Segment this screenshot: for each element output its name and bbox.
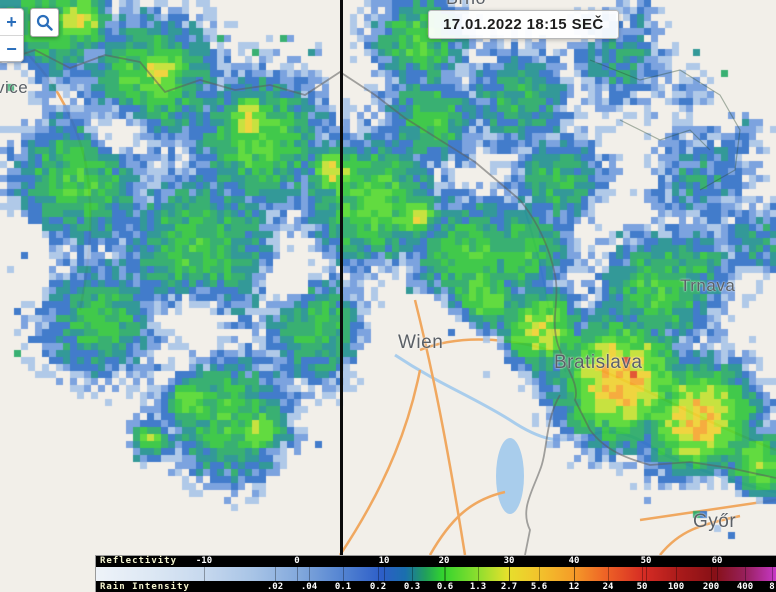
- legend-bar-tick: [297, 567, 298, 581]
- legend-bar-tick: [343, 567, 344, 581]
- comparison-divider[interactable]: [340, 0, 343, 555]
- rain-intensity-scale-strip: Rain Intensity .02 .04 0.1 0.2 0.3 0.6 1.3 2.7 5…: [96, 581, 776, 592]
- reflectivity-tick-0: 0: [294, 556, 300, 566]
- rain-tick-8: 8: [769, 582, 775, 592]
- legend-bar-tick: [646, 567, 647, 581]
- legend-bar-tick: [574, 567, 575, 581]
- reflectivity-tick-10: 10: [378, 556, 390, 566]
- legend-bar-tick: [539, 567, 540, 581]
- city-label-wien: Wien: [398, 332, 444, 353]
- rain-tick-1.3: 1.3: [469, 582, 487, 592]
- reflectivity-tick-50: 50: [640, 556, 652, 566]
- zoom-control: + −: [0, 8, 24, 62]
- reflectivity-label: Reflectivity: [100, 556, 178, 566]
- legend-color-bar: [96, 567, 776, 581]
- reflectivity-tick-40: 40: [568, 556, 580, 566]
- rain-tick-400: 400: [736, 582, 754, 592]
- reflectivity-tick-60: 60: [711, 556, 723, 566]
- rain-tick-200: 200: [702, 582, 720, 592]
- rain-tick-0.3: 0.3: [403, 582, 421, 592]
- rain-tick-5.6: 5.6: [530, 582, 548, 592]
- legend-bar-tick: [309, 567, 310, 581]
- legend-bar-tick: [412, 567, 413, 581]
- rain-tick-0.6: 0.6: [436, 582, 454, 592]
- legend-bar-tick: [676, 567, 677, 581]
- city-label-vice: vice: [0, 78, 29, 97]
- legend: Reflectivity -10 0 10 20 30 40 50 60 Rain Inten…: [95, 555, 776, 592]
- legend-bar-tick: [445, 567, 446, 581]
- rain-tick-0.2: 0.2: [369, 582, 387, 592]
- rain-tick-24: 24: [602, 582, 614, 592]
- rain-tick-100: 100: [667, 582, 685, 592]
- legend-bar-tick: [478, 567, 479, 581]
- legend-bar-tick: [384, 567, 385, 581]
- zoom-in-button[interactable]: +: [0, 9, 23, 35]
- search-icon: [36, 14, 53, 31]
- reflectivity-tick-20: 20: [438, 556, 450, 566]
- rain-intensity-label: Rain Intensity: [100, 582, 190, 592]
- legend-bar-tick: [711, 567, 712, 581]
- timestamp-text: 17.01.2022 18:15 SEČ: [443, 16, 604, 33]
- legend-bar-tick: [772, 567, 773, 581]
- legend-bar-tick: [642, 567, 643, 581]
- legend-bar-tick: [275, 567, 276, 581]
- legend-bar-tick: [574, 567, 575, 581]
- legend-bar-tick: [509, 567, 510, 581]
- legend-bar-tick: [509, 567, 510, 581]
- rain-tick-.04: .04: [300, 582, 318, 592]
- legend-bar-tick: [608, 567, 609, 581]
- rain-tick-.02: .02: [266, 582, 284, 592]
- legend-bar-tick: [204, 567, 205, 581]
- legend-bar-tick: [745, 567, 746, 581]
- city-label-brno: Brno: [446, 0, 486, 9]
- legend-bar-tick: [378, 567, 379, 581]
- timestamp-box: 17.01.2022 18:15 SEČ: [428, 10, 619, 39]
- legend-bar-tick: [717, 567, 718, 581]
- reflectivity-tick--10: -10: [195, 556, 213, 566]
- legend-bar-tick: [444, 567, 445, 581]
- rain-tick-0.1: 0.1: [334, 582, 352, 592]
- rain-tick-12: 12: [568, 582, 580, 592]
- reflectivity-scale-strip: Reflectivity -10 0 10 20 30 40 50 60: [96, 556, 776, 567]
- city-label-győr: Győr: [693, 511, 737, 532]
- rain-tick-50: 50: [636, 582, 648, 592]
- reflectivity-tick-30: 30: [503, 556, 515, 566]
- city-label-trnava: Trnava: [680, 276, 736, 295]
- rain-tick-2.7: 2.7: [500, 582, 518, 592]
- zoom-out-button[interactable]: −: [0, 35, 23, 61]
- city-label-bratislava: Bratislava: [554, 352, 643, 373]
- search-button[interactable]: [30, 8, 59, 37]
